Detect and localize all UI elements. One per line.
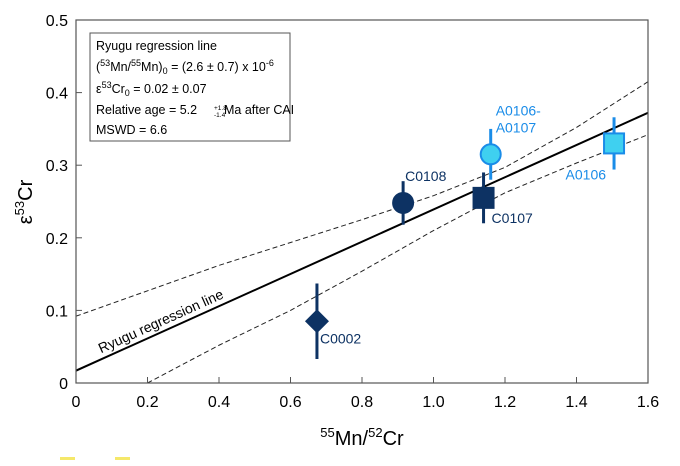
- artifact-mark: [60, 457, 75, 460]
- confidence-band-lower: [147, 134, 648, 383]
- data-point-label: A0106: [566, 166, 607, 182]
- plot-area: [76, 81, 648, 383]
- x-tick-label: 0.2: [136, 394, 158, 411]
- x-tick-label: 1.0: [422, 394, 444, 411]
- legend-initial-ratio: (53Mn/55Mn)0 = (2.6 ± 0.7) x 10-6: [96, 58, 274, 76]
- y-tick-label: 0.4: [46, 86, 68, 103]
- legend-mswd: MSWD = 6.6: [96, 123, 167, 137]
- x-tick-label: 1.2: [494, 394, 516, 411]
- x-tick-label: 0: [72, 394, 81, 411]
- y-tick-label: 0: [59, 376, 68, 393]
- regression-line: [76, 111, 648, 372]
- legend-box: Ryugu regression line (53Mn/55Mn)0 = (2.…: [89, 32, 294, 142]
- data-point-label: A0106-: [496, 102, 541, 118]
- data-point-square: [603, 132, 626, 155]
- data-point-circle: [479, 143, 502, 166]
- legend-intercept: ε53Cr0 = 0.02 ± 0.07: [96, 80, 207, 98]
- data-point-label: C0108: [405, 168, 446, 184]
- x-tick-label: 0.8: [351, 394, 373, 411]
- legend-title: Ryugu regression line: [96, 39, 217, 53]
- data-point-label: C0107: [492, 210, 533, 226]
- data-point-label: A0107: [496, 119, 537, 135]
- regression-line-label: Ryugu regression line: [96, 286, 226, 356]
- data-point-circle: [392, 191, 415, 214]
- x-tick-label: 0.4: [208, 394, 230, 411]
- y-tick-label: 0.5: [46, 13, 68, 30]
- y-tick-label: 0.1: [46, 303, 68, 320]
- x-axis-label: 55Mn/52Cr: [320, 425, 404, 450]
- legend-relative-age: Relative age = 5.2: [96, 103, 197, 117]
- y-axis-label: ε53Cr: [12, 179, 37, 224]
- x-tick-label: 1.4: [565, 394, 587, 411]
- y-tick-label: 0.3: [46, 158, 68, 175]
- x-tick-label: 1.6: [637, 394, 659, 411]
- x-tick-label: 0.6: [279, 394, 301, 411]
- legend-age-plus: +1.8: [214, 105, 227, 112]
- y-tick-label: 0.2: [46, 231, 68, 248]
- data-point-diamond: [304, 309, 329, 334]
- data-point-square: [472, 186, 495, 209]
- data-point-label: C0002: [320, 330, 361, 346]
- artifact-mark: [115, 457, 130, 460]
- confidence-band-upper: [76, 81, 648, 317]
- legend-age-unit: Ma after CAI: [224, 103, 294, 117]
- legend-age-minus: -1.4: [214, 112, 226, 119]
